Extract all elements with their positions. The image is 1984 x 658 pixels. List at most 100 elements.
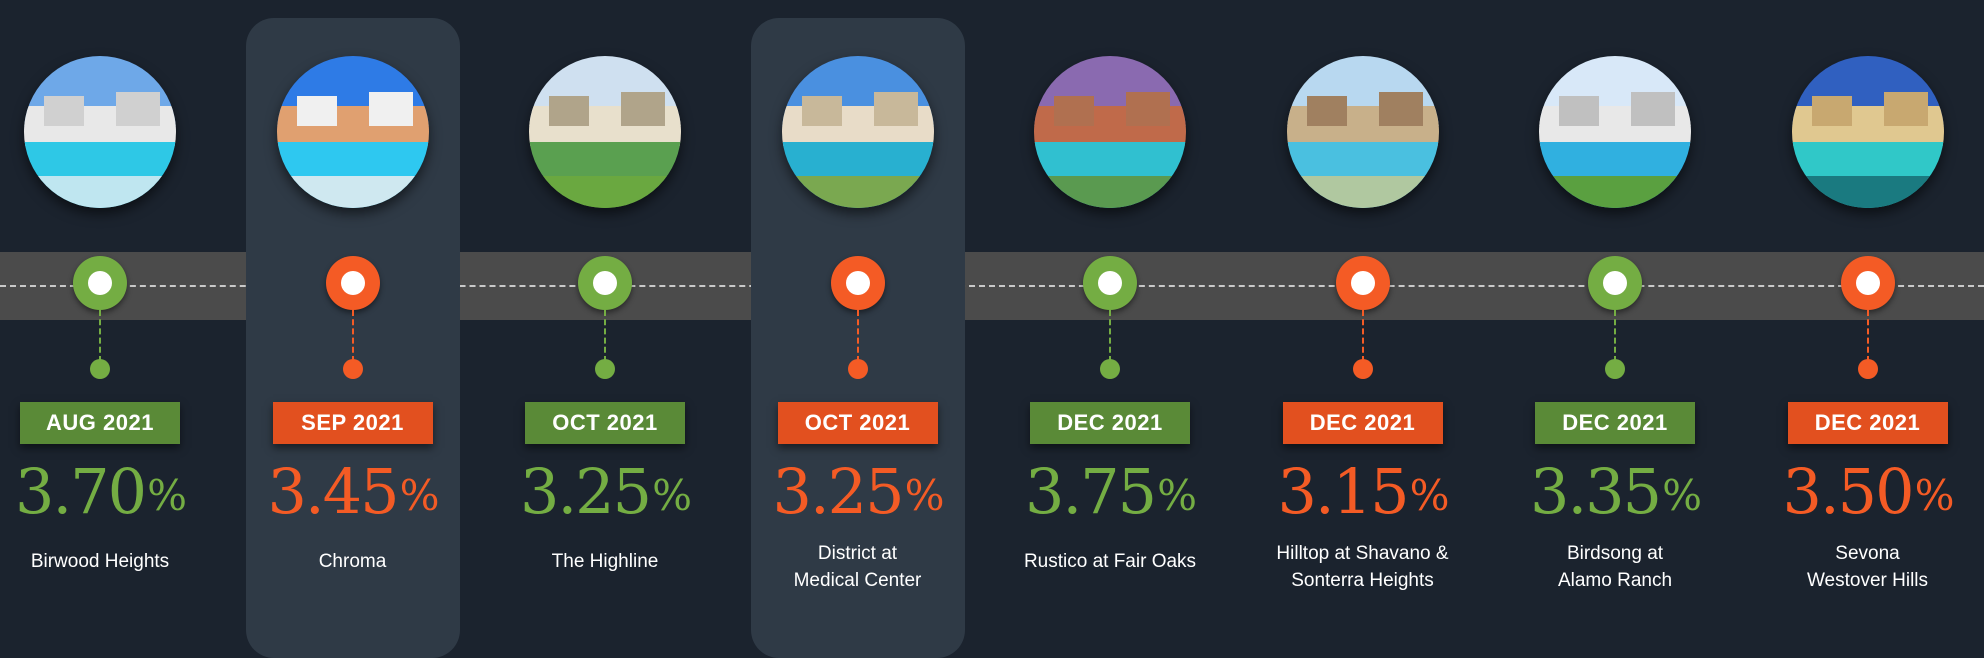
timeline-node <box>831 256 885 310</box>
timeline-item-1: AUG 2021 3.70% Birwood Heights <box>0 0 220 626</box>
building-photo-icon <box>529 56 681 208</box>
pool-photo-icon <box>277 56 429 208</box>
property-name: Hilltop at Shavano &Sonterra Heights <box>1243 540 1483 594</box>
property-name-line-1: Birwood Heights <box>0 548 220 575</box>
timeline-node <box>326 256 380 310</box>
rate-number: 3.25 <box>773 455 903 528</box>
property-name: Birwood Heights <box>0 548 220 575</box>
date-label: SEP 2021 <box>273 402 433 444</box>
connector-dot <box>1858 359 1878 379</box>
date-label: DEC 2021 <box>1788 402 1948 444</box>
rate-number: 3.35 <box>1530 455 1660 528</box>
pool-photo-icon <box>1287 56 1439 208</box>
connector-line <box>1362 310 1364 362</box>
connector-line <box>99 310 101 362</box>
connector-line <box>1867 310 1869 362</box>
property-name-line-1: Rustico at Fair Oaks <box>990 548 1230 575</box>
rate-value: 3.25% <box>738 456 978 528</box>
connector-dot <box>1100 359 1120 379</box>
timeline-node <box>578 256 632 310</box>
connector-dot <box>90 359 110 379</box>
timeline-item-2: SEP 2021 3.45% Chroma <box>233 0 473 626</box>
node-center <box>1098 271 1122 295</box>
rate-percent-sign: % <box>147 471 185 520</box>
rate-percent-sign: % <box>1410 471 1448 520</box>
rate-percent-sign: % <box>1915 471 1953 520</box>
pool-photo-icon <box>1539 56 1691 208</box>
rate-number: 3.25 <box>520 455 650 528</box>
connector-dot <box>848 359 868 379</box>
rate-number: 3.45 <box>268 455 398 528</box>
rate-value: 3.50% <box>1748 456 1984 528</box>
property-name-line-1: Sevona <box>1748 540 1984 567</box>
node-center <box>1351 271 1375 295</box>
property-name: The Highline <box>485 548 725 575</box>
rate-number: 3.50 <box>1783 455 1913 528</box>
connector-line <box>1614 310 1616 362</box>
rate-percent-sign: % <box>905 471 943 520</box>
rate-percent-sign: % <box>1157 471 1195 520</box>
rate-number: 3.15 <box>1278 455 1408 528</box>
date-label: DEC 2021 <box>1030 402 1190 444</box>
connector-dot <box>1605 359 1625 379</box>
rate-value: 3.15% <box>1243 456 1483 528</box>
date-label: OCT 2021 <box>525 402 685 444</box>
rate-value: 3.45% <box>233 456 473 528</box>
connector-line <box>1109 310 1111 362</box>
building-photo-icon <box>782 56 934 208</box>
timeline-item-3: OCT 2021 3.25% The Highline <box>485 0 725 626</box>
pool-photo-icon <box>1792 56 1944 208</box>
timeline-node <box>1841 256 1895 310</box>
node-center <box>593 271 617 295</box>
property-name-line-1: District at <box>738 540 978 567</box>
connector-line <box>604 310 606 362</box>
rate-percent-sign: % <box>1662 471 1700 520</box>
rate-value: 3.75% <box>990 456 1230 528</box>
connector-dot <box>1353 359 1373 379</box>
timeline-node <box>73 256 127 310</box>
timeline-node <box>1083 256 1137 310</box>
connector-line <box>352 310 354 362</box>
connector-line <box>857 310 859 362</box>
property-name-line-2: Medical Center <box>738 567 978 594</box>
node-center <box>88 271 112 295</box>
property-name-line-2: Alamo Ranch <box>1495 567 1735 594</box>
property-name-line-1: Birdsong at <box>1495 540 1735 567</box>
node-center <box>846 271 870 295</box>
timeline-item-5: DEC 2021 3.75% Rustico at Fair Oaks <box>990 0 1230 626</box>
connector-dot <box>595 359 615 379</box>
date-label: DEC 2021 <box>1535 402 1695 444</box>
node-center <box>1856 271 1880 295</box>
date-label: AUG 2021 <box>20 402 180 444</box>
pool-photo-icon <box>24 56 176 208</box>
rate-value: 3.25% <box>485 456 725 528</box>
date-label: DEC 2021 <box>1283 402 1443 444</box>
node-center <box>1603 271 1627 295</box>
timeline-node <box>1588 256 1642 310</box>
property-name: Rustico at Fair Oaks <box>990 548 1230 575</box>
pool-photo-icon <box>1034 56 1186 208</box>
rate-number: 3.75 <box>1025 455 1155 528</box>
property-name-line-1: The Highline <box>485 548 725 575</box>
rate-value: 3.70% <box>0 456 220 528</box>
rate-percent-sign: % <box>652 471 690 520</box>
property-name-line-1: Hilltop at Shavano & <box>1243 540 1483 567</box>
property-name-line-2: Westover Hills <box>1748 567 1984 594</box>
node-center <box>341 271 365 295</box>
timeline-item-6: DEC 2021 3.15% Hilltop at Shavano &Sonte… <box>1243 0 1483 626</box>
property-name: Chroma <box>233 548 473 575</box>
connector-dot <box>343 359 363 379</box>
rate-number: 3.70 <box>15 455 145 528</box>
rate-percent-sign: % <box>400 471 438 520</box>
rate-value: 3.35% <box>1495 456 1735 528</box>
date-label: OCT 2021 <box>778 402 938 444</box>
timeline-node <box>1336 256 1390 310</box>
property-name-line-1: Chroma <box>233 548 473 575</box>
property-name-line-2: Sonterra Heights <box>1243 567 1483 594</box>
